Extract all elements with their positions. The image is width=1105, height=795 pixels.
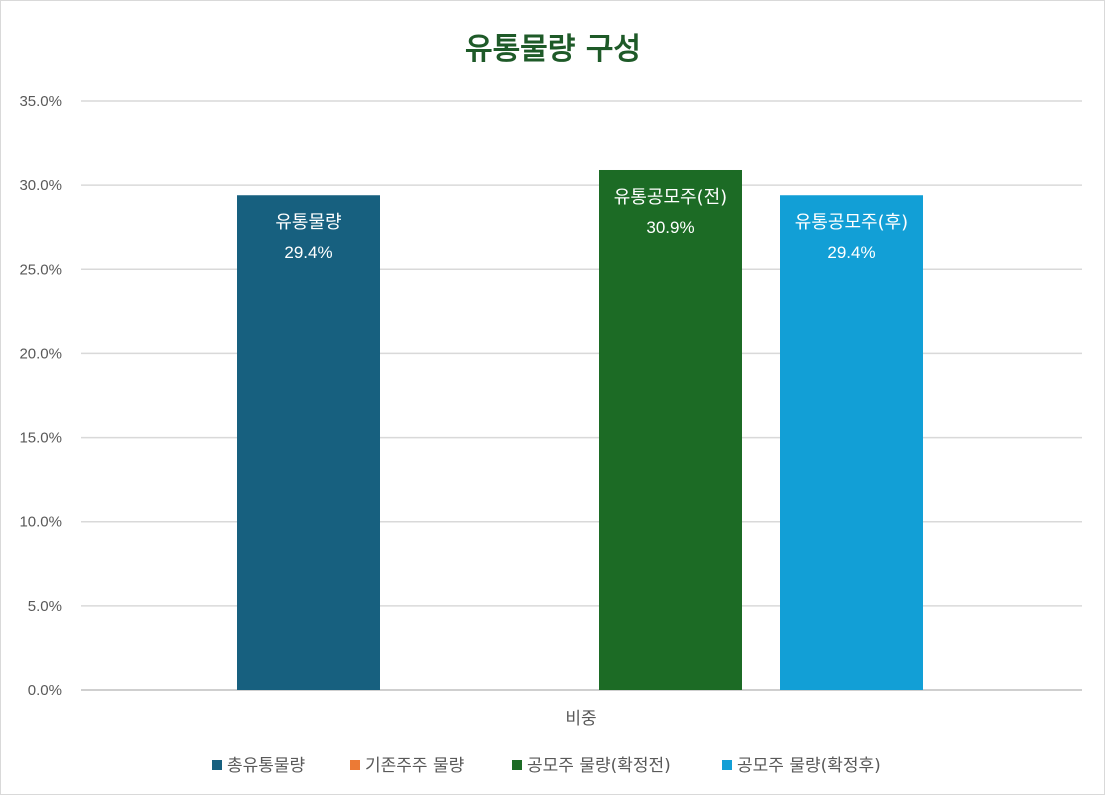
data-label-name: 유통공모주(후) (795, 212, 908, 233)
gridlines (81, 100, 1082, 691)
legend-item: 기존주주 물량 (350, 756, 465, 776)
y-tick-label: 20.0% (19, 345, 62, 362)
bars (237, 169, 923, 691)
y-tick-label: 30.0% (19, 177, 62, 194)
legend-label: 총유통물량 (227, 756, 306, 776)
y-tick-label: 35.0% (19, 93, 62, 110)
legend-swatch (512, 760, 522, 770)
x-category-label: 비중 (565, 709, 596, 729)
legend-item: 총유통물량 (212, 756, 306, 776)
y-tick-label: 15.0% (19, 430, 62, 447)
data-label-value: 29.4% (284, 243, 332, 262)
data-label-value: 30.9% (646, 218, 694, 237)
chart-title: 유통물량 구성 (465, 32, 641, 67)
legend-label: 공모주 물량(확정전) (527, 756, 671, 776)
data-label-value: 29.4% (827, 243, 875, 262)
bar-4 (780, 195, 923, 691)
legend-swatch (722, 760, 732, 770)
legend-swatch (212, 760, 222, 770)
y-tick-label: 0.0% (28, 682, 62, 699)
data-labels: 유통물량 29.4% 유통공모주(전) 30.9% 유통공모주(후) 29.4% (275, 187, 908, 262)
legend: 총유통물량 기존주주 물량 공모주 물량(확정전) 공모주 물량(확정후) (212, 756, 881, 776)
legend-label: 기존주주 물량 (365, 756, 465, 776)
data-label-name: 유통물량 (275, 212, 341, 233)
y-axis-ticks: 0.0% 5.0% 10.0% 15.0% 20.0% 25.0% 30.0% 35.0% (19, 93, 62, 699)
y-tick-label: 25.0% (19, 261, 62, 278)
legend-label: 공모주 물량(확정후) (737, 756, 881, 776)
bar-3 (599, 169, 742, 691)
legend-item: 공모주 물량(확정후) (722, 756, 881, 776)
bar-1 (237, 195, 380, 691)
legend-swatch (350, 760, 360, 770)
y-tick-label: 5.0% (28, 598, 62, 615)
legend-item: 공모주 물량(확정전) (512, 756, 671, 776)
data-label-name: 유통공모주(전) (614, 187, 727, 208)
y-tick-label: 10.0% (19, 514, 62, 531)
